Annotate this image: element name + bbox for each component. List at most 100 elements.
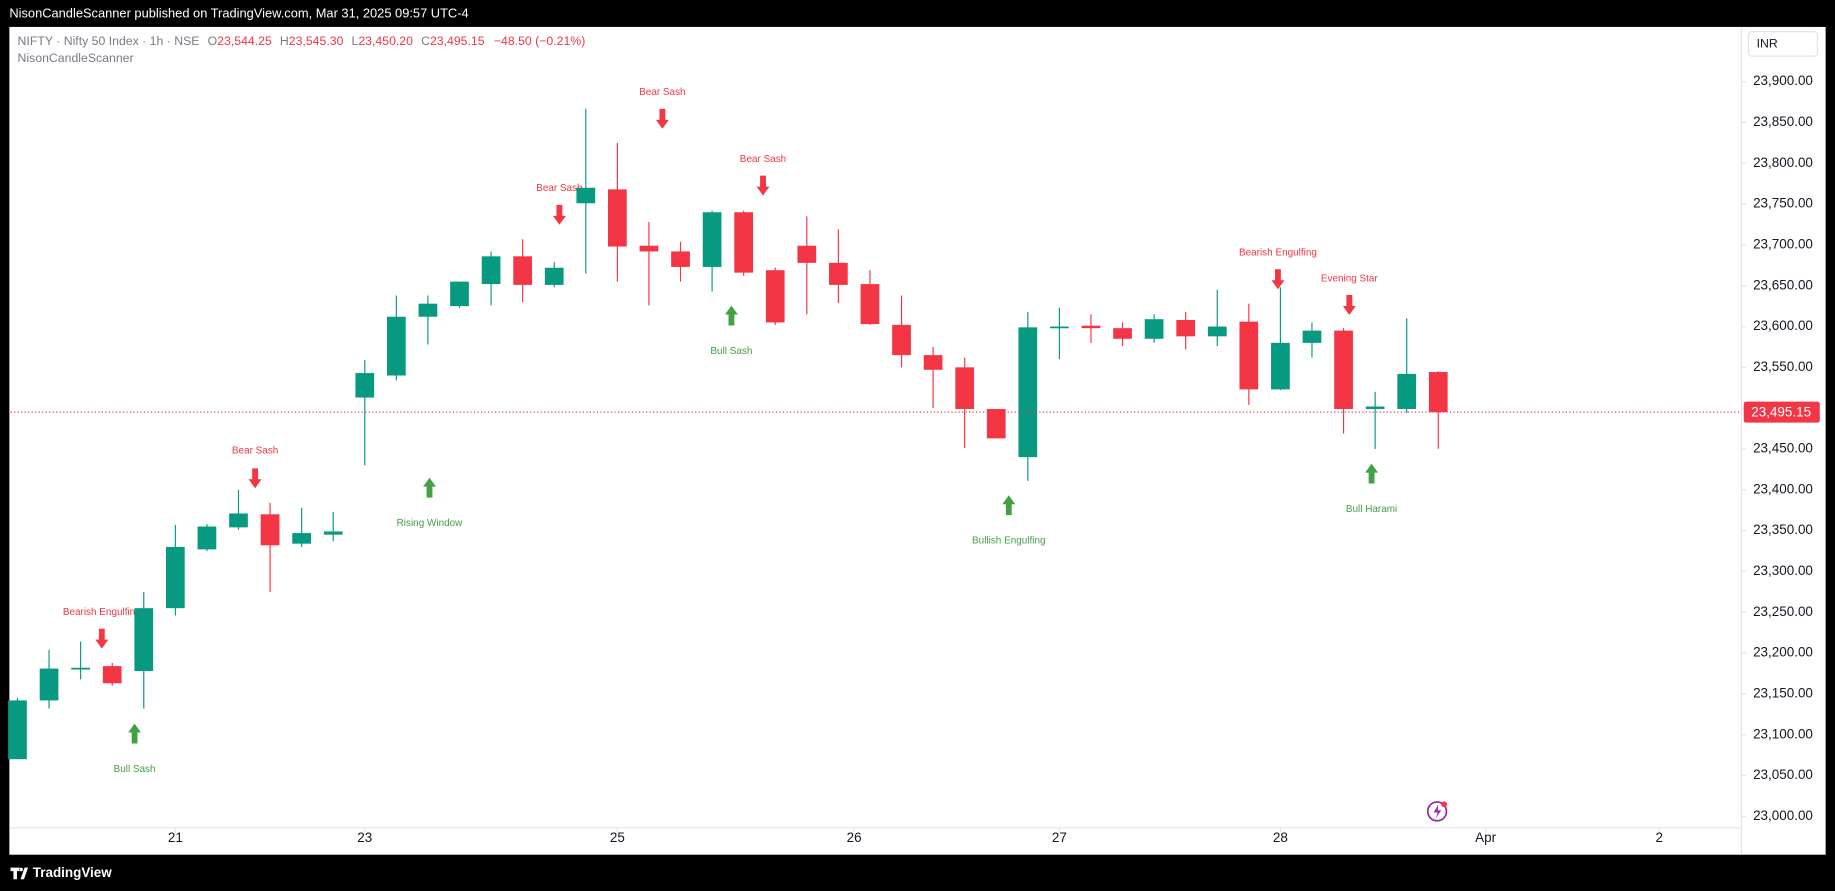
- pattern-arrow: [1271, 269, 1285, 290]
- y-tick-label: 23,900.00: [1753, 73, 1813, 88]
- last-price-label: 23,495.15: [1751, 404, 1811, 419]
- y-tick-label: 23,300.00: [1753, 563, 1813, 578]
- candle-body: [1113, 328, 1132, 339]
- change: −48.50 (−0.21%): [494, 34, 585, 48]
- y-tick-label: 23,550.00: [1753, 359, 1813, 374]
- ohlc-name: H: [280, 34, 289, 48]
- pattern-arrow: [95, 628, 109, 649]
- footer-logo: [10, 867, 29, 880]
- y-tick-label: 23,650.00: [1753, 277, 1813, 292]
- indicator-name: NisonCandleScanner: [18, 51, 134, 65]
- y-tick-label: 23,850.00: [1753, 114, 1813, 129]
- pattern-label: Bull Harami: [1346, 504, 1397, 515]
- y-tick-label: 23,250.00: [1753, 604, 1813, 619]
- candle-body: [608, 189, 627, 247]
- pattern-arrow: [128, 723, 142, 744]
- y-tick-label: 23,200.00: [1753, 645, 1813, 660]
- candle-body: [1334, 330, 1353, 409]
- pattern-label: Bearish Engulfing: [63, 607, 141, 618]
- candle-body: [1081, 325, 1101, 329]
- candle-body: [481, 256, 501, 285]
- ohlc-name: L: [352, 34, 359, 48]
- pattern-arrow: [756, 175, 770, 196]
- x-tick-label: 25: [610, 830, 625, 845]
- candle-body: [1428, 372, 1448, 413]
- candle-body: [544, 267, 564, 285]
- candle-body: [1018, 327, 1038, 458]
- pattern-arrow: [248, 468, 262, 489]
- candle-body: [39, 668, 59, 701]
- ohlc-value: 23,545.30: [289, 34, 344, 48]
- pattern-label: Bear Sash: [536, 183, 582, 194]
- published-line: NisonCandleScanner published on TradingV…: [9, 5, 468, 20]
- footer-brand: TradingView: [33, 865, 113, 880]
- candle-body: [8, 700, 27, 760]
- candle-body: [229, 513, 248, 528]
- ohlc-name: O: [208, 34, 218, 48]
- currency-box[interactable]: [1747, 31, 1819, 57]
- candle-body: [292, 533, 312, 544]
- pattern-arrow: [655, 108, 669, 129]
- candle-body: [418, 303, 438, 317]
- candle-body: [1365, 406, 1385, 409]
- y-tick-label: 23,000.00: [1753, 808, 1813, 823]
- candle-body: [702, 212, 722, 267]
- pattern-arrow: [423, 477, 436, 498]
- candle-body: [1176, 319, 1196, 337]
- chart-area: [9, 26, 1826, 855]
- y-tick-label: 23,450.00: [1753, 441, 1813, 456]
- pattern-label: Bearish Engulfing: [1239, 248, 1317, 259]
- candle-body: [576, 187, 596, 204]
- ohlc-value: 23,495.15: [430, 34, 485, 48]
- pattern-label: Bear Sash: [639, 87, 685, 98]
- candle-body: [1144, 319, 1164, 339]
- candle-body: [734, 212, 754, 273]
- candle-body: [197, 526, 217, 550]
- candle-body: [165, 546, 185, 609]
- candle-body: [323, 531, 343, 535]
- ohlc-value: 23,544.25: [217, 34, 272, 48]
- candle-body: [450, 281, 469, 307]
- candle-body: [986, 408, 1006, 439]
- ohlc-value: 23,450.20: [358, 34, 413, 48]
- candle-body: [102, 666, 122, 684]
- candle-body: [386, 316, 406, 376]
- candle-body: [1050, 326, 1069, 329]
- pattern-label: Evening Star: [1321, 273, 1379, 284]
- lightning-icon[interactable]: [1426, 801, 1448, 822]
- legend-header: NIFTY · Nifty 50 Index · 1h · NSE O23,54…: [18, 34, 586, 64]
- candle-body: [765, 270, 785, 323]
- pattern-arrow: [1002, 495, 1016, 516]
- pattern-label: Bullish Engulfing: [972, 536, 1045, 547]
- candle-body: [892, 324, 911, 356]
- y-tick-label: 23,150.00: [1753, 685, 1813, 700]
- candle-body: [860, 284, 880, 325]
- y-tick-label: 23,700.00: [1753, 236, 1813, 251]
- x-tick-label: 23: [357, 830, 372, 845]
- pattern-label: Bear Sash: [232, 445, 278, 456]
- pattern-arrow: [552, 204, 566, 225]
- candle-body: [923, 355, 943, 370]
- candle-body: [639, 245, 659, 252]
- last-price-box: [1743, 401, 1820, 423]
- y-tick-label: 23,350.00: [1753, 522, 1813, 537]
- candle-body: [829, 262, 848, 285]
- candle-body: [955, 367, 975, 409]
- candle-body: [513, 256, 533, 285]
- candle-body: [355, 373, 375, 398]
- candle-body: [1207, 326, 1227, 337]
- x-tick-label: 26: [847, 830, 862, 845]
- candle-body: [671, 251, 690, 267]
- plot: 23,000.00 23,050.00 23,100.00 23,150.00 23,2…: [8, 73, 1820, 845]
- pattern-arrow: [724, 305, 738, 326]
- ohlc-name: C: [421, 34, 430, 48]
- pattern-label: Bear Sash: [740, 154, 786, 165]
- y-tick-label: 23,800.00: [1753, 155, 1813, 170]
- candle-body: [134, 608, 154, 672]
- candle-body: [1302, 330, 1322, 343]
- y-tick-label: 23,050.00: [1753, 767, 1813, 782]
- currency[interactable]: INR: [1757, 37, 1778, 51]
- y-tick-label: 23,100.00: [1753, 726, 1813, 741]
- symbol: NIFTY · Nifty 50 Index · 1h · NSE: [18, 34, 200, 48]
